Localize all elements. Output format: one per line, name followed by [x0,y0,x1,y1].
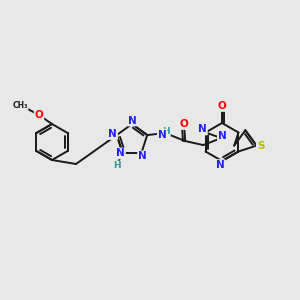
Text: N: N [138,152,147,161]
Text: H: H [162,127,170,136]
Text: N: N [116,148,125,158]
Text: S: S [257,141,264,151]
Text: O: O [34,110,43,120]
Text: N: N [218,131,226,141]
Text: O: O [218,101,226,111]
Text: N: N [108,129,117,139]
Text: N: N [198,124,207,134]
Text: O: O [180,119,189,129]
Text: CH₃: CH₃ [12,100,28,109]
Text: N: N [158,130,167,140]
Text: H: H [113,161,120,170]
Text: N: N [216,160,224,170]
Text: N: N [128,116,136,125]
